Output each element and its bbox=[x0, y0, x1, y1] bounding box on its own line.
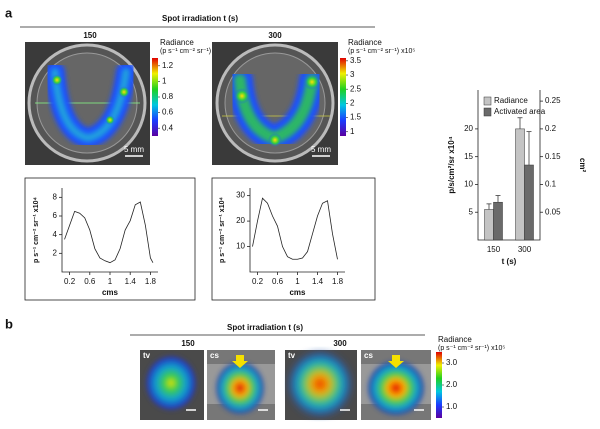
y-tick-label: 10 bbox=[236, 242, 245, 251]
colorbar-unit: (p s⁻¹ cm⁻² sr⁻¹) x10⁵ bbox=[348, 48, 415, 55]
y-tick-label: 30 bbox=[236, 191, 245, 200]
y-tick-label: 20 bbox=[236, 216, 245, 225]
legend-swatch bbox=[483, 107, 492, 117]
view-label: cs bbox=[364, 351, 373, 360]
colorbar-tick-label: 0.8 bbox=[162, 92, 174, 101]
y-tick-label: 5 bbox=[469, 207, 474, 216]
y2-tick-label: 0.15 bbox=[545, 152, 561, 161]
y-tick-label: 20 bbox=[464, 124, 473, 133]
axis bbox=[61, 188, 158, 273]
profile-line bbox=[64, 201, 154, 264]
y2-tick-label: 0.1 bbox=[545, 180, 557, 189]
bar bbox=[484, 209, 494, 241]
image bbox=[140, 350, 431, 420]
bar bbox=[493, 201, 503, 241]
legend-label: Radiance bbox=[494, 96, 528, 105]
colorbar-tick-label: 3 bbox=[350, 70, 355, 79]
colorbar-title: Radiance bbox=[438, 335, 472, 344]
colorbar-title: Radiance bbox=[348, 38, 382, 47]
y-tick-label: 10 bbox=[464, 180, 473, 189]
y2-axis-label: cm² bbox=[578, 158, 587, 173]
image bbox=[25, 42, 150, 165]
y-tick-label: 6 bbox=[53, 211, 58, 220]
image bbox=[212, 42, 338, 165]
y2-tick-label: 0.25 bbox=[545, 96, 561, 105]
x-axis-label: cms bbox=[289, 288, 306, 297]
x-tick-label: 0.6 bbox=[272, 277, 284, 286]
colorbar bbox=[152, 58, 158, 136]
y-tick-label: 15 bbox=[464, 152, 473, 161]
header: Spot irradiation t (s) bbox=[162, 14, 238, 23]
y-tick-label: 4 bbox=[53, 230, 58, 239]
colorbar bbox=[340, 58, 346, 136]
y-axis-label: p s⁻¹ cm⁻² sr⁻¹ x10⁴ bbox=[219, 197, 226, 263]
colorbar-tick-label: 1.5 bbox=[350, 113, 362, 122]
x-tick-label: 0.2 bbox=[252, 277, 264, 286]
x-tick-label: 1.4 bbox=[312, 277, 324, 286]
x-tick-label: 150 bbox=[487, 245, 501, 254]
colorbar-tick-label: 0.6 bbox=[162, 108, 174, 117]
scale-bar-label: 5 mm bbox=[311, 145, 331, 154]
bar bbox=[515, 128, 525, 241]
y-axis-label: p/s/cm²/sr x10⁴ bbox=[447, 136, 456, 193]
column-label: 300 bbox=[333, 339, 347, 348]
colorbar bbox=[436, 352, 442, 418]
legend-swatch bbox=[483, 96, 492, 106]
x-tick-label: 1.8 bbox=[145, 277, 157, 286]
panel-label: a bbox=[5, 5, 13, 20]
x-tick-label: 300 bbox=[518, 245, 532, 254]
x-axis-label: t (s) bbox=[502, 257, 517, 266]
y-axis-label: p s⁻¹ cm⁻² sr⁻¹ x10⁴ bbox=[33, 197, 40, 263]
bar bbox=[524, 164, 534, 241]
x-axis-label: cms bbox=[102, 288, 119, 297]
colorbar-unit: (p s⁻¹ cm⁻² sr⁻¹) x10⁵ bbox=[438, 345, 505, 352]
x-tick-label: 0.6 bbox=[84, 277, 96, 286]
profile-frame bbox=[211, 177, 376, 301]
column-label: 150 bbox=[181, 339, 195, 348]
x-tick-label: 1 bbox=[108, 277, 113, 286]
view-label: tv bbox=[143, 351, 151, 360]
colorbar-tick-label: 3.0 bbox=[446, 358, 458, 367]
colorbar-tick-label: 2 bbox=[350, 98, 355, 107]
colorbar-unit: (p s⁻¹ cm⁻² sr⁻¹) x10⁵ bbox=[160, 48, 227, 55]
colorbar-tick-label: 2.0 bbox=[446, 380, 458, 389]
x-tick-label: 1 bbox=[295, 277, 300, 286]
y-tick-label: 2 bbox=[53, 248, 58, 257]
view-label: cs bbox=[210, 351, 219, 360]
colorbar-tick-label: 1.0 bbox=[446, 402, 458, 411]
colorbar-tick-label: 2.5 bbox=[350, 84, 362, 93]
column-label: 300 bbox=[268, 31, 282, 40]
colorbar-tick-label: 3.5 bbox=[350, 56, 362, 65]
profile-frame bbox=[24, 177, 196, 301]
colorbar-tick-label: 0.4 bbox=[162, 123, 174, 132]
header: Spot irradiation t (s) bbox=[227, 323, 303, 332]
column-label: 150 bbox=[83, 31, 97, 40]
colorbar-tick-label: 1 bbox=[162, 77, 167, 86]
x-tick-label: 0.2 bbox=[64, 277, 76, 286]
profile-line bbox=[252, 197, 338, 260]
colorbar-tick-label: 1.2 bbox=[162, 61, 174, 70]
y-tick-label: 8 bbox=[53, 192, 58, 201]
panel-label: b bbox=[5, 316, 13, 331]
x-tick-label: 1.4 bbox=[125, 277, 137, 286]
axis bbox=[249, 188, 345, 273]
axis bbox=[477, 90, 541, 241]
y2-tick-label: 0.05 bbox=[545, 207, 561, 216]
view-label: tv bbox=[288, 351, 296, 360]
y2-tick-label: 0.2 bbox=[545, 124, 557, 133]
colorbar-title: Radiance bbox=[160, 38, 194, 47]
x-tick-label: 1.8 bbox=[332, 277, 344, 286]
colorbar-tick-label: 1 bbox=[350, 127, 355, 136]
scale-bar-label: 5 mm bbox=[124, 145, 144, 154]
legend-label: Activated area bbox=[494, 107, 546, 116]
